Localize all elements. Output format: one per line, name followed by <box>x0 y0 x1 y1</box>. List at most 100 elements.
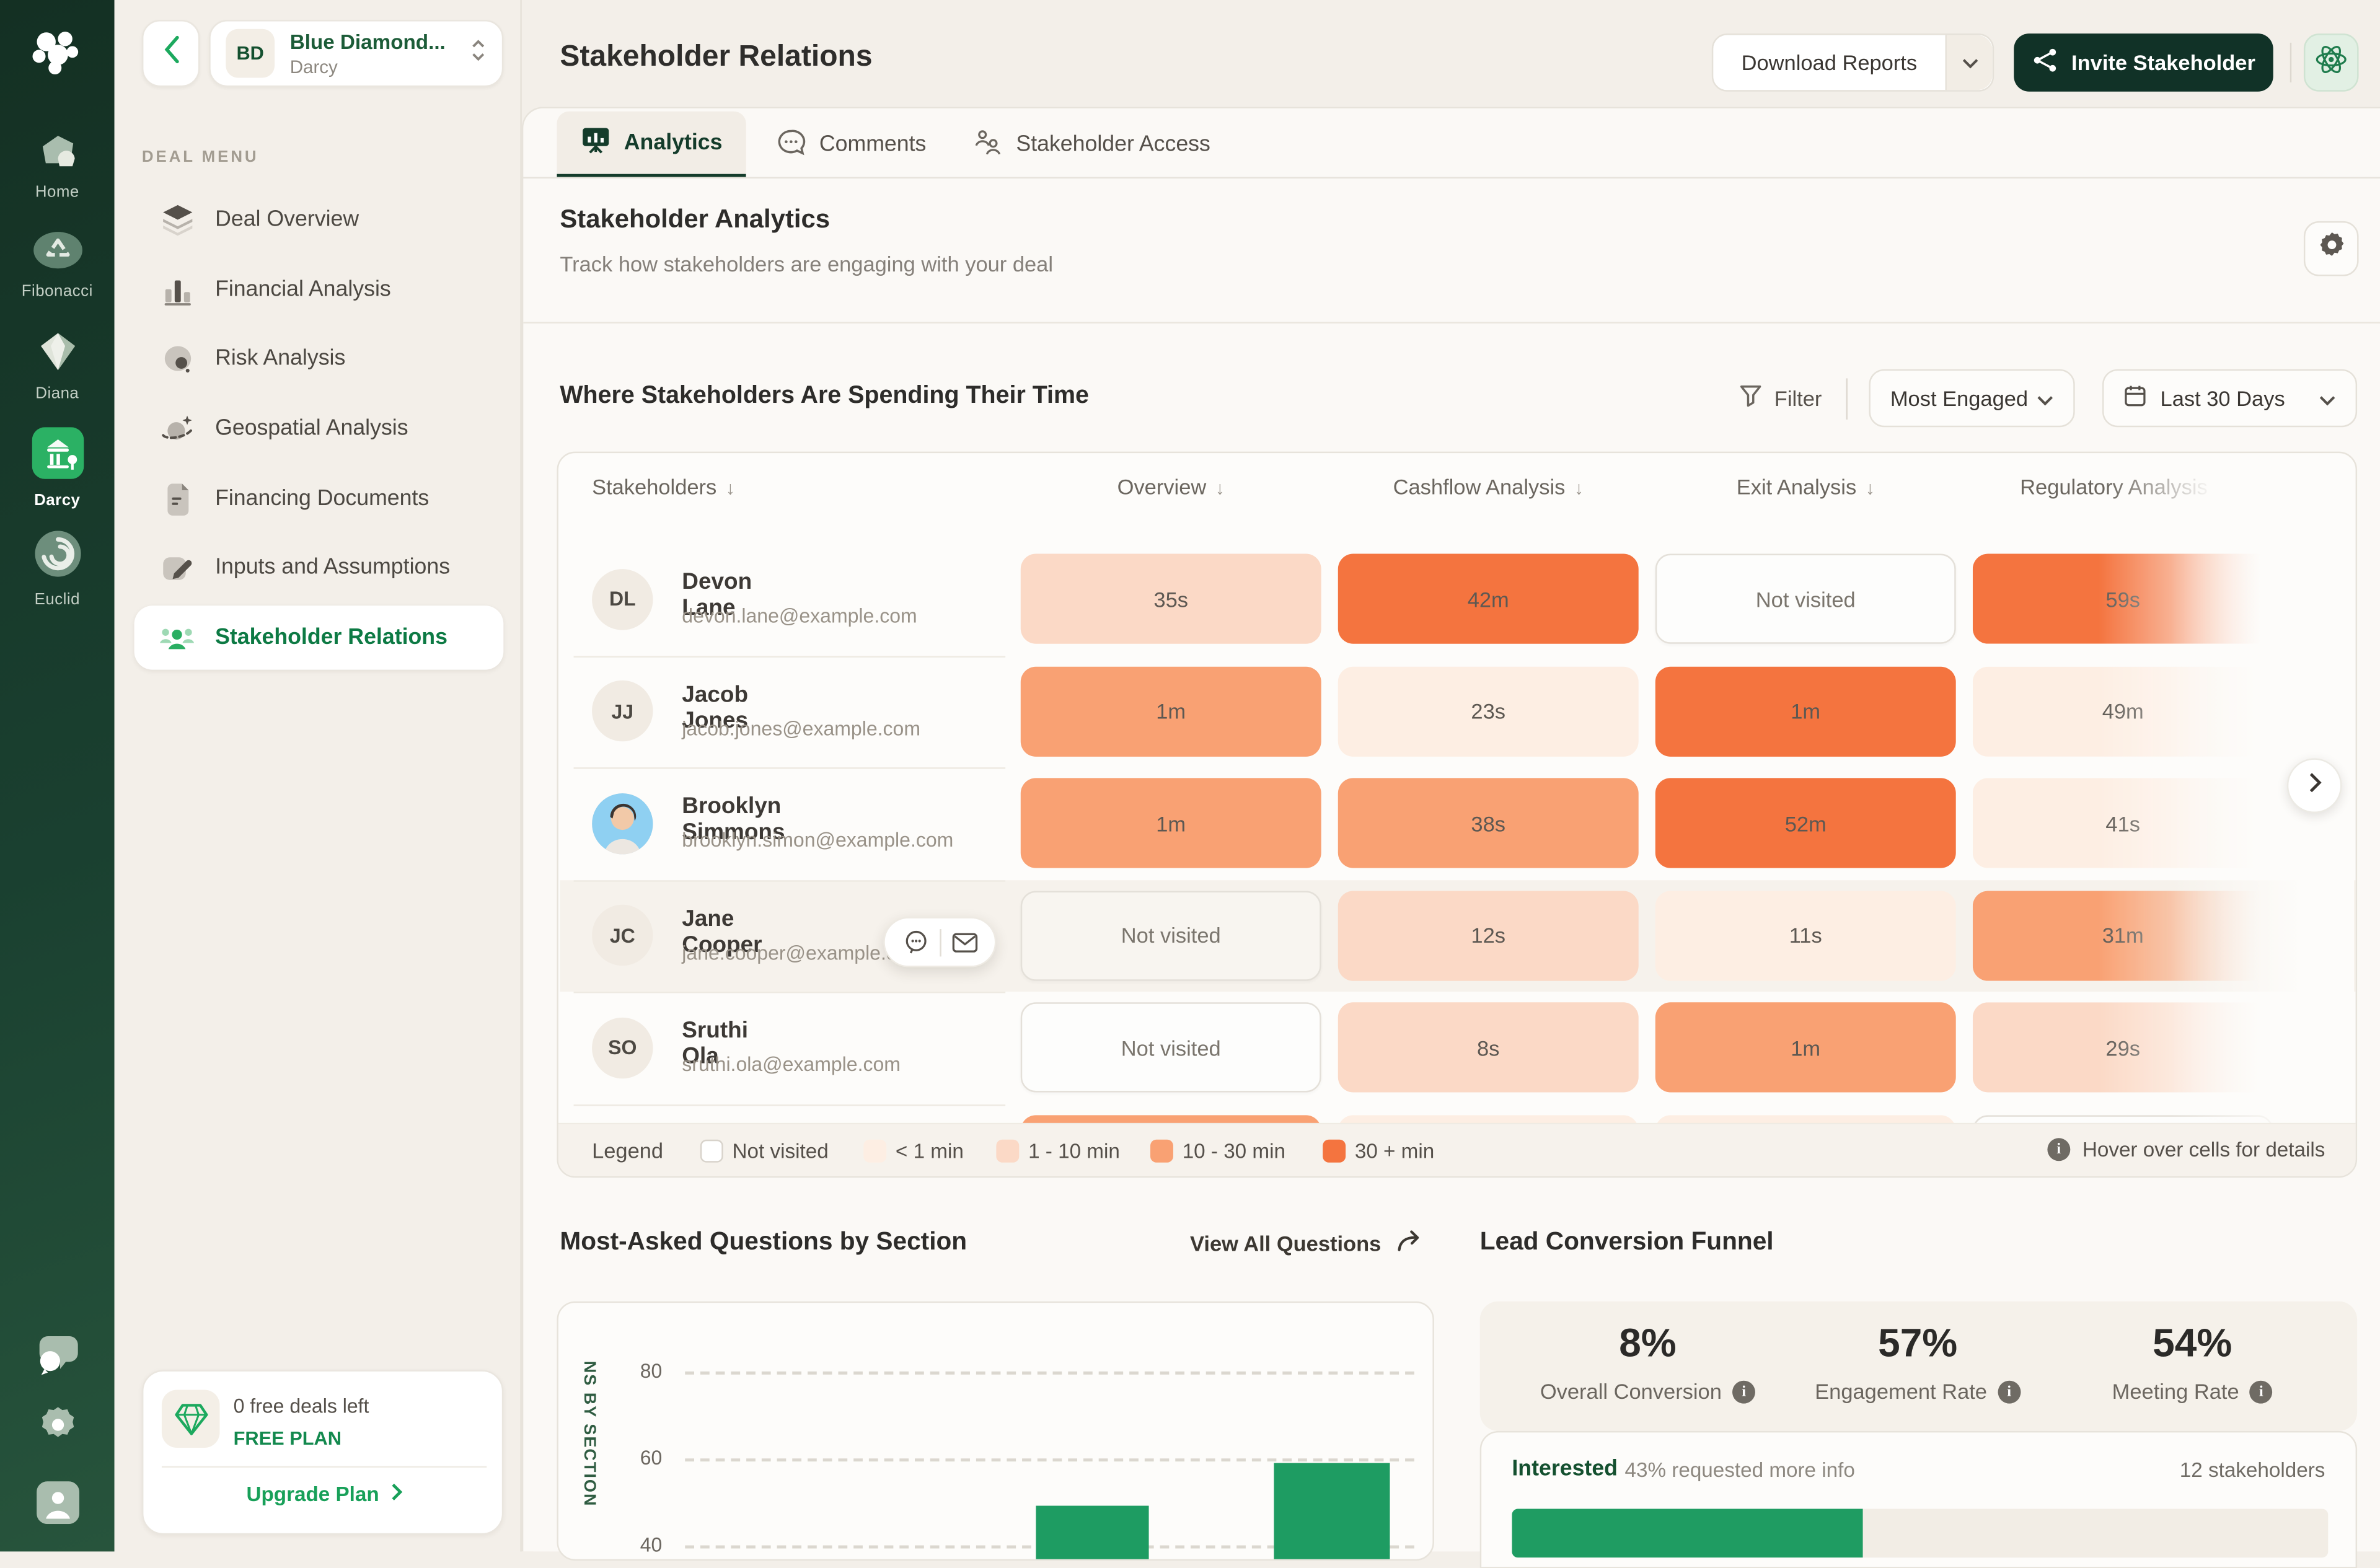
column-header-stakeholders[interactable]: Stakeholders ↓ <box>592 475 735 499</box>
heat-cell[interactable]: Not visited <box>1021 1002 1321 1092</box>
heat-cell[interactable]: 42m <box>1338 554 1639 644</box>
sidebar-settings-button[interactable] <box>0 1404 115 1454</box>
heat-cell-value: 1m <box>1156 811 1186 835</box>
engagement-table: Stakeholders ↓ Overview↓ Cashflow Analysis↓… <box>557 452 2357 1178</box>
back-button[interactable] <box>142 20 200 87</box>
funnel-stage-name: Interested <box>1512 1457 1618 1481</box>
heat-cell[interactable]: 31m <box>1973 890 2273 980</box>
atom-icon <box>2314 42 2348 83</box>
heat-cell[interactable]: 23s <box>1338 666 1639 755</box>
heat-cell-value: 23s <box>1471 698 1505 723</box>
legend-bar: LegendNot visited< 1 min1 - 10 min10 - 3… <box>558 1123 2356 1176</box>
menu-item-stakeholder-relations[interactable]: Stakeholder Relations <box>134 606 504 669</box>
column-header-col1[interactable]: Overview↓ <box>1117 475 1225 499</box>
heat-cell[interactable]: 1m <box>1655 666 1956 755</box>
chevron-right-icon <box>2307 771 2321 800</box>
sidebar-profile-button[interactable] <box>0 1481 115 1531</box>
menu-item-inputs-and-assumptions[interactable]: Inputs and Assumptions <box>134 537 504 597</box>
funnel-stat: 57%Engagement Ratei <box>1815 1319 2021 1403</box>
menu-item-deal-overview[interactable]: Deal Overview <box>134 189 504 250</box>
row-separator <box>574 1104 1006 1105</box>
funnel-stat-label: Engagement Ratei <box>1815 1379 2021 1403</box>
sidebar-item-home[interactable]: Home <box>0 131 115 201</box>
heat-cell-value: 35s <box>1153 586 1188 610</box>
heat-cell[interactable]: 41s <box>1973 778 2273 868</box>
sidebar-item-label: Home <box>0 183 115 201</box>
bar-section-1[interactable] <box>1036 1506 1148 1561</box>
funnel-stats-card: 8%Overall Conversioni 57%Engagement Ratei… <box>1480 1302 2357 1431</box>
row-quick-actions[interactable] <box>883 917 996 967</box>
page-title: Stakeholder Relations <box>560 40 872 75</box>
heat-cell[interactable]: 1m <box>1021 778 1321 868</box>
heat-cell-value: 31m <box>2102 923 2144 947</box>
heat-cell[interactable]: 49m <box>1973 666 2273 755</box>
sidebar-item-darcy[interactable]: Darcy <box>0 427 115 509</box>
upgrade-plan-link[interactable]: Upgrade Plan <box>143 1483 505 1506</box>
menu-item-label: Financial Analysis <box>215 278 391 302</box>
tab-stakeholder-access[interactable]: Stakeholder Access <box>949 112 1235 178</box>
column-header-col4[interactable]: Regulatory Analysis↓ <box>2020 475 2226 499</box>
deal-selector[interactable]: BD Blue Diamond... Darcy <box>209 20 503 87</box>
heat-cell[interactable]: 12s <box>1338 890 1639 980</box>
heat-cell[interactable]: 59s <box>1973 554 2273 644</box>
heat-cell[interactable]: 11s <box>1655 890 1956 980</box>
filter-label: Filter <box>1774 386 1822 410</box>
menu-item-label: Financing Documents <box>215 487 429 511</box>
funnel-stat: 54%Meeting Ratei <box>2112 1319 2273 1403</box>
sidebar-chat-button[interactable] <box>0 1333 115 1383</box>
column-header-label: Stakeholders <box>592 475 716 499</box>
home-icon <box>34 131 80 178</box>
heat-cell-value: 1m <box>1156 698 1186 723</box>
date-range-value: Last 30 Days <box>2161 386 2306 410</box>
settings-button[interactable] <box>2304 221 2359 276</box>
heat-cell[interactable]: Not visited <box>1655 554 1956 644</box>
sidebar-item-diana[interactable]: Diana <box>0 331 115 403</box>
scroll-right-button[interactable] <box>2287 758 2342 813</box>
view-all-questions-link[interactable]: View All Questions <box>1190 1230 1426 1257</box>
filter-button[interactable]: Filter <box>1739 384 1822 412</box>
date-range-dropdown[interactable]: Last 30 Days <box>2102 369 2357 428</box>
heat-cell[interactable]: 35s <box>1021 554 1321 644</box>
avatar-photo <box>592 793 653 853</box>
questions-bar-chart: NS BY SECTION 806040 <box>557 1302 1434 1561</box>
plan-deals-left: 0 free deals left <box>234 1394 369 1417</box>
menu-item-financing-documents[interactable]: Financing Documents <box>134 469 504 529</box>
heat-cell[interactable]: 1m <box>1655 1002 1956 1092</box>
tab-comments[interactable]: Comments <box>752 112 951 178</box>
legend-swatch-l2 <box>996 1140 1019 1163</box>
heat-cell[interactable]: Not visited <box>1021 890 1321 980</box>
funnel-stat: 8%Overall Conversioni <box>1540 1319 1755 1403</box>
sidebar-item-euclid[interactable]: Euclid <box>0 529 115 609</box>
heat-cell-value: 52m <box>1785 811 1827 835</box>
sort-arrow-icon: ↓ <box>726 477 735 498</box>
invite-stakeholder-button[interactable]: Invite Stakeholder <box>2014 33 2273 92</box>
ai-assistant-button[interactable] <box>2304 33 2359 92</box>
menu-item-label: Inputs and Assumptions <box>215 555 450 579</box>
stakeholder-email: brooklyn.simon@example.com <box>682 829 953 852</box>
chart-gridline <box>685 1372 1414 1375</box>
heat-cell[interactable]: 29s <box>1973 1002 2273 1092</box>
menu-item-financial-analysis[interactable]: Financial Analysis <box>134 259 504 320</box>
sidebar-item-fibonacci[interactable]: Fibonacci <box>0 231 115 301</box>
column-header-col2[interactable]: Cashflow Analysis↓ <box>1393 475 1584 499</box>
menu-item-risk-analysis[interactable]: Risk Analysis <box>134 328 504 389</box>
heat-cell[interactable]: 1m <box>1021 666 1321 755</box>
download-reports-button[interactable]: Download Reports <box>1712 33 1994 92</box>
funnel-stat-value: 54% <box>2112 1319 2273 1367</box>
download-reports-dropdown[interactable] <box>1945 35 1992 90</box>
forward-arrow-icon <box>1396 1230 1426 1257</box>
row-separator <box>574 879 1006 881</box>
tab-analytics[interactable]: Analytics <box>557 112 746 178</box>
email-icon <box>951 932 977 953</box>
heat-cell[interactable]: 52m <box>1655 778 1956 868</box>
row-separator <box>574 655 1006 656</box>
sort-dropdown[interactable]: Most Engaged <box>1869 369 2074 428</box>
section-divider <box>523 322 2380 323</box>
heat-cell[interactable]: 8s <box>1338 1002 1639 1092</box>
stakeholder-email: jacob.jones@example.com <box>682 716 920 739</box>
app-logo-icon[interactable] <box>27 24 86 90</box>
menu-item-geospatial-analysis[interactable]: Geospatial Analysis <box>134 398 504 459</box>
heat-cell[interactable]: 38s <box>1338 778 1639 868</box>
column-header-col3[interactable]: Exit Analysis↓ <box>1737 475 1875 499</box>
bar-section-2[interactable] <box>1274 1463 1390 1561</box>
